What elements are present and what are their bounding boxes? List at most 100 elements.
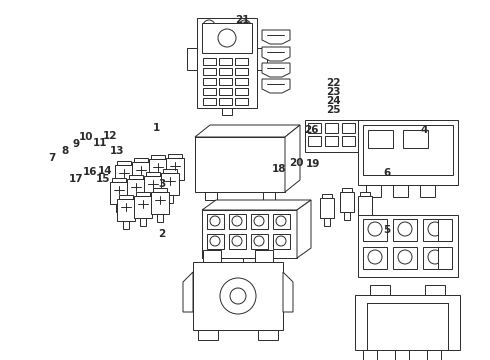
Bar [202, 23, 252, 53]
Circle shape [428, 222, 442, 236]
Text: 2: 2 [158, 229, 165, 239]
Bar [235, 88, 248, 95]
Bar [155, 181, 161, 189]
Bar [368, 130, 393, 148]
Bar [358, 196, 372, 216]
Polygon shape [285, 125, 300, 192]
Polygon shape [262, 30, 290, 44]
Circle shape [368, 250, 382, 264]
Bar [355, 295, 460, 350]
Bar [258, 330, 278, 340]
Bar [325, 136, 338, 146]
Bar [197, 18, 257, 108]
Bar [342, 123, 355, 133]
Bar [144, 176, 162, 198]
Text: 26: 26 [304, 125, 318, 135]
Bar [325, 123, 338, 133]
Bar [229, 214, 246, 229]
Bar [203, 98, 216, 105]
Bar [136, 192, 150, 196]
Bar [166, 158, 184, 180]
Bar [263, 192, 275, 200]
Bar [308, 136, 321, 146]
Text: 23: 23 [326, 87, 341, 97]
Bar [403, 130, 428, 148]
Bar [393, 219, 417, 241]
Bar [203, 250, 221, 262]
Bar [163, 169, 177, 173]
Bar [195, 137, 285, 192]
Bar [273, 234, 290, 249]
Text: 4: 4 [420, 125, 428, 135]
Bar [207, 214, 224, 229]
Bar [140, 218, 146, 226]
Bar [235, 68, 248, 75]
Bar [308, 123, 321, 133]
Bar [110, 182, 128, 204]
Bar [342, 136, 355, 146]
Text: 8: 8 [61, 146, 68, 156]
Bar [187, 48, 197, 70]
Bar [133, 201, 139, 209]
Bar [423, 247, 447, 269]
Polygon shape [195, 125, 300, 137]
Bar [367, 303, 448, 350]
Text: 19: 19 [305, 159, 320, 169]
Bar [193, 262, 283, 330]
Bar [116, 204, 122, 212]
Bar [427, 350, 441, 360]
Polygon shape [262, 47, 290, 61]
Bar [134, 196, 152, 218]
Circle shape [218, 29, 236, 47]
Bar [340, 192, 354, 212]
Text: 25: 25 [326, 105, 341, 115]
Bar [358, 215, 458, 277]
Bar [138, 184, 144, 192]
Bar [151, 155, 165, 159]
Bar [112, 178, 126, 182]
Circle shape [220, 278, 256, 314]
Bar [393, 247, 417, 269]
Circle shape [210, 216, 220, 226]
Bar [235, 98, 248, 105]
Bar [219, 98, 232, 105]
Text: 16: 16 [82, 167, 97, 177]
Text: 15: 15 [96, 174, 110, 184]
Bar [219, 78, 232, 85]
Bar [438, 247, 452, 269]
Bar [425, 285, 445, 295]
Bar [151, 192, 169, 214]
Text: 18: 18 [272, 164, 287, 174]
Bar [273, 214, 290, 229]
Text: 7: 7 [48, 153, 55, 163]
Bar [198, 330, 218, 340]
Circle shape [254, 216, 264, 226]
Bar [153, 188, 167, 192]
Bar [342, 188, 352, 192]
Circle shape [428, 250, 442, 264]
Circle shape [368, 222, 382, 236]
Circle shape [398, 250, 412, 264]
Bar [207, 234, 224, 249]
Bar [222, 108, 232, 115]
Circle shape [203, 20, 215, 32]
Bar [149, 159, 167, 181]
Circle shape [239, 20, 251, 32]
Circle shape [230, 288, 246, 304]
Bar [393, 185, 408, 197]
Bar [119, 195, 133, 199]
Bar [257, 48, 267, 70]
Bar [235, 58, 248, 65]
Polygon shape [297, 200, 311, 258]
Bar [251, 214, 268, 229]
Bar [123, 221, 129, 229]
Bar [203, 88, 216, 95]
Bar [362, 216, 368, 224]
Text: 14: 14 [98, 166, 113, 176]
Polygon shape [283, 272, 293, 312]
Bar [132, 162, 150, 184]
Bar [205, 192, 217, 200]
Text: 20: 20 [289, 158, 304, 168]
Bar [344, 212, 350, 220]
Text: 13: 13 [109, 146, 124, 156]
